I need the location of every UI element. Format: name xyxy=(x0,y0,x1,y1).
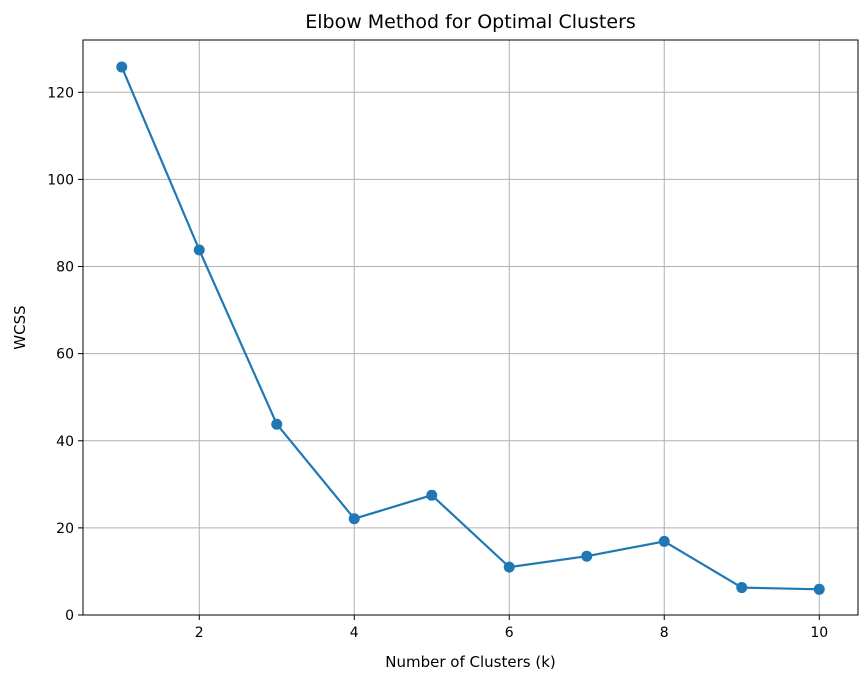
series-layer xyxy=(116,61,825,595)
chart-title: Elbow Method for Optimal Clusters xyxy=(305,11,636,33)
series-line xyxy=(120,66,820,591)
data-point xyxy=(658,535,670,547)
x-axis-title: Number of Clusters (k) xyxy=(385,653,555,671)
y-tick-label: 120 xyxy=(47,85,74,101)
y-tick-label: 60 xyxy=(56,347,74,363)
x-tick-label: 4 xyxy=(350,625,359,641)
y-tick-label: 100 xyxy=(47,172,74,188)
y-tick-label: 0 xyxy=(65,608,74,624)
x-tick-label: 2 xyxy=(195,625,204,641)
x-axis-ticks: 2 4 6 8 10 xyxy=(195,615,828,641)
data-point xyxy=(813,583,825,595)
y-tick-label: 20 xyxy=(56,521,74,537)
y-axis-ticks: 0 20 40 60 80 100 120 xyxy=(47,85,83,624)
x-tick-label: 10 xyxy=(810,625,828,641)
data-point xyxy=(426,489,438,501)
y-tick-label: 80 xyxy=(56,260,74,276)
y-tick-label: 40 xyxy=(56,434,74,450)
x-tick-label: 6 xyxy=(505,625,514,641)
data-point xyxy=(348,513,360,525)
x-tick-label: 8 xyxy=(660,625,669,641)
data-point xyxy=(503,561,515,573)
data-point xyxy=(581,550,593,562)
data-point xyxy=(736,582,748,594)
data-point xyxy=(271,418,283,430)
y-axis-title: WCSS xyxy=(11,305,29,349)
grid xyxy=(83,40,858,616)
data-point xyxy=(193,244,205,256)
data-point xyxy=(116,61,128,73)
plot-frame xyxy=(82,39,859,616)
